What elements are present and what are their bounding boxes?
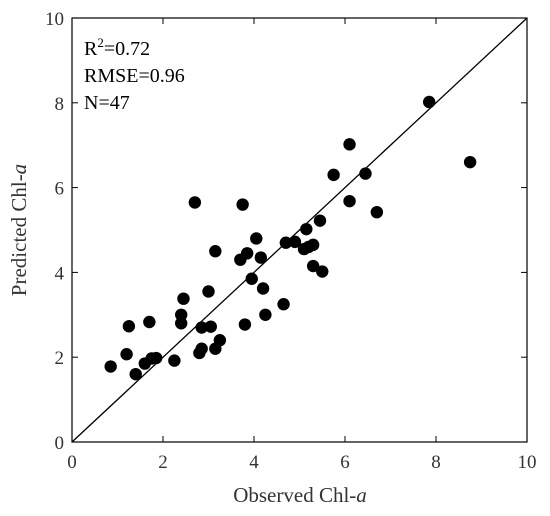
data-point	[209, 245, 222, 258]
rmse-annotation: RMSE=0.96	[84, 65, 185, 87]
data-point	[236, 198, 249, 211]
data-point	[359, 167, 372, 180]
axis-ticks: 0 2 4 6 8 10 0 2 4 6 8 10	[45, 9, 537, 473]
x-tick-label: 6	[340, 452, 350, 473]
data-point	[302, 240, 315, 254]
data-point	[188, 196, 202, 209]
data-point	[279, 236, 293, 249]
data-point	[129, 367, 142, 381]
data-point	[250, 232, 263, 245]
data-point	[288, 235, 302, 249]
data-point	[204, 320, 217, 333]
data-point	[316, 265, 329, 278]
x-tick-label: 10	[518, 452, 537, 473]
data-point	[177, 292, 190, 305]
data-point	[300, 222, 313, 236]
data-point	[343, 138, 356, 151]
data-point	[149, 351, 163, 365]
data-point	[213, 334, 227, 347]
y-tick-label: 10	[45, 9, 64, 30]
data-point	[463, 155, 477, 169]
y-axis-label: Predicted Chl-a	[7, 164, 31, 296]
data-point	[168, 354, 181, 367]
data-point	[202, 285, 215, 298]
data-point	[370, 205, 384, 219]
data-point	[343, 194, 356, 208]
data-point	[245, 272, 258, 285]
data-point	[306, 259, 320, 273]
data-point	[240, 247, 254, 260]
data-point	[327, 168, 340, 182]
x-tick-label: 2	[158, 452, 168, 473]
y-tick-label: 0	[55, 433, 65, 454]
data-point	[195, 321, 208, 334]
one-to-one-line	[71, 17, 528, 443]
data-point	[120, 348, 133, 361]
data-point	[256, 282, 270, 295]
data-point	[122, 320, 136, 333]
y-tick-label: 6	[55, 179, 65, 200]
data-point	[422, 95, 436, 109]
r2-annotation: R2=0.72	[84, 35, 150, 60]
plot-frame	[71, 17, 528, 443]
x-tick-label: 8	[431, 452, 441, 473]
x-tick-label: 4	[249, 452, 259, 473]
data-point	[195, 342, 208, 355]
data-point	[313, 214, 327, 227]
data-point	[259, 308, 272, 321]
y-tick-label: 2	[55, 348, 65, 369]
y-tick-label: 8	[55, 94, 65, 115]
data-point	[104, 360, 117, 373]
data-point	[277, 298, 290, 311]
data-point	[143, 315, 156, 329]
data-point	[254, 251, 268, 264]
y-tick-label: 4	[55, 263, 65, 284]
data-point	[175, 308, 188, 321]
data-point	[175, 317, 188, 330]
data-points	[104, 95, 477, 381]
n-annotation: N=47	[84, 92, 130, 114]
x-tick-label: 0	[67, 452, 77, 473]
data-point	[238, 318, 252, 331]
x-axis-label: Observed Chl-a	[233, 483, 367, 507]
